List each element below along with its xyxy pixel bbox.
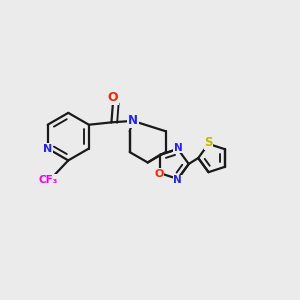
Text: CF₃: CF₃ [38, 175, 58, 185]
Text: N: N [174, 142, 183, 152]
Text: N: N [43, 143, 52, 154]
Text: N: N [173, 176, 182, 185]
Text: N: N [128, 114, 138, 128]
Text: S: S [204, 136, 213, 149]
Text: O: O [108, 91, 118, 104]
Text: O: O [154, 169, 164, 179]
